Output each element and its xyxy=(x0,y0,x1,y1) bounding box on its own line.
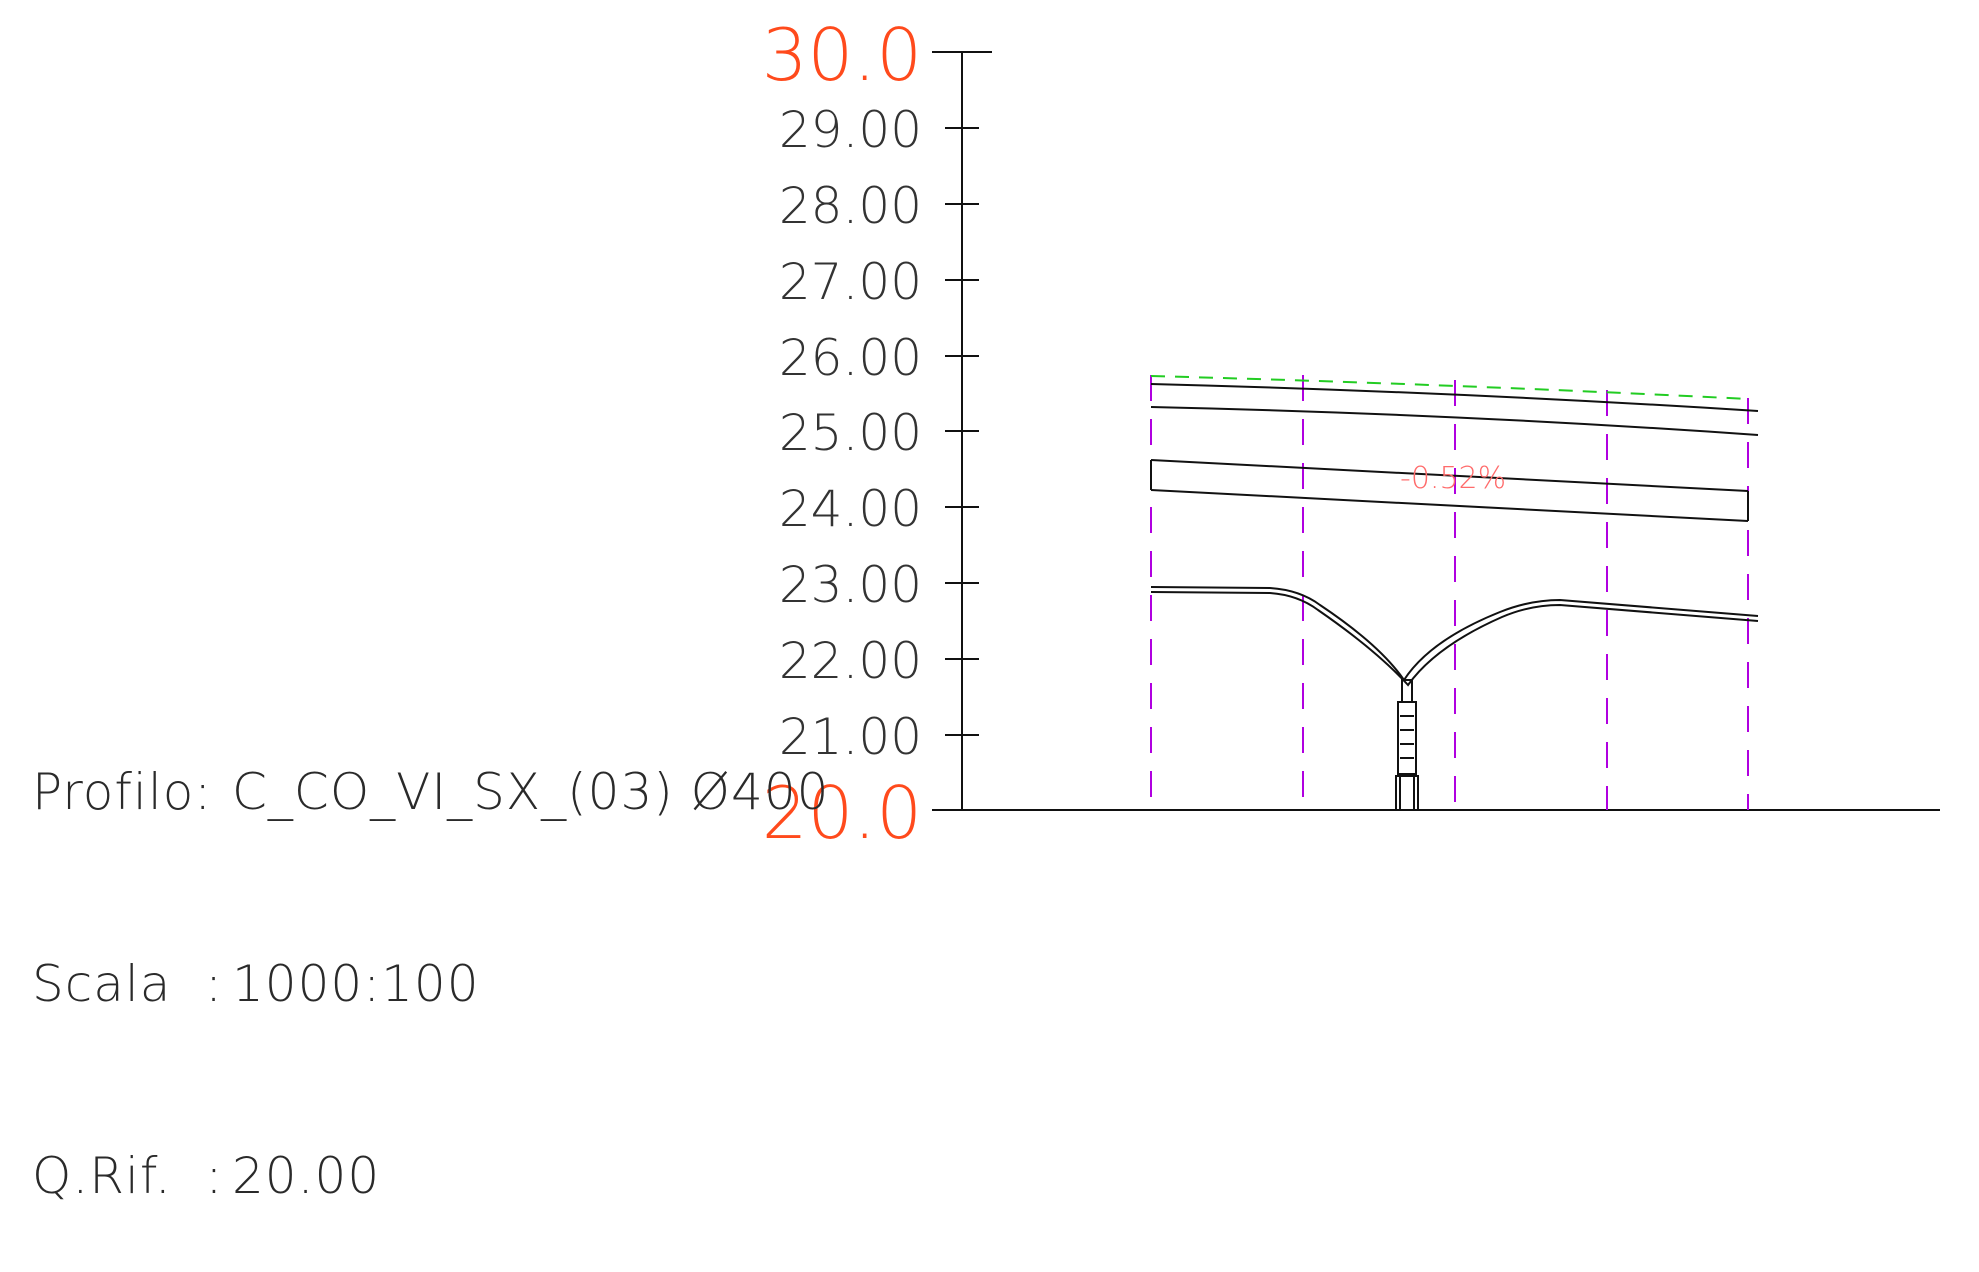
axis-label: 24.00 xyxy=(779,480,922,538)
axis-label: 23.00 xyxy=(779,556,922,614)
pipe xyxy=(1150,459,1749,522)
axis-label: 27.00 xyxy=(779,253,922,311)
profile-drawing: 30.0 29.00 28.00 27.00 26.00 25.00 24.00… xyxy=(762,13,1940,846)
axis-label: 21.00 xyxy=(779,708,922,766)
axis-label: 28.00 xyxy=(779,177,922,235)
profile-info: Profilo: C_CO_VI_SX_(03) Ø400 Scala :1000… xyxy=(32,632,829,1272)
axis-label: 25.00 xyxy=(779,404,922,462)
axis-label: 29.00 xyxy=(779,101,922,159)
profile-value: C_CO_VI_SX_(03) Ø400 xyxy=(232,763,830,821)
axis-label: 26.00 xyxy=(779,329,922,387)
profile-key: Profilo: xyxy=(32,763,213,821)
profile-row: Profilo: C_CO_VI_SX_(03) Ø400 xyxy=(32,760,829,824)
terrain-line-2 xyxy=(1150,591,1759,687)
surface-line-upper xyxy=(1150,383,1759,412)
scale-row: Scala :1000:100 xyxy=(32,952,829,1016)
reference-value: 20.00 xyxy=(232,1147,381,1205)
reference-key: Q.Rif. : xyxy=(32,1147,224,1205)
reference-row: Q.Rif. :20.00 xyxy=(32,1144,829,1208)
surface-line-lower xyxy=(1150,406,1759,436)
axis-label: 22.00 xyxy=(779,632,922,690)
ground-line-dashed xyxy=(1150,375,1749,400)
station-lines xyxy=(1150,375,1749,810)
axis-label-top: 30.0 xyxy=(762,13,922,97)
manhole xyxy=(1395,679,1419,811)
axis-label-bottom: 20.0 xyxy=(762,771,922,846)
scale-value: 1000:100 xyxy=(232,955,480,1013)
scale-key: Scala : xyxy=(32,955,224,1013)
slope-label: -0.52% xyxy=(1400,461,1506,496)
